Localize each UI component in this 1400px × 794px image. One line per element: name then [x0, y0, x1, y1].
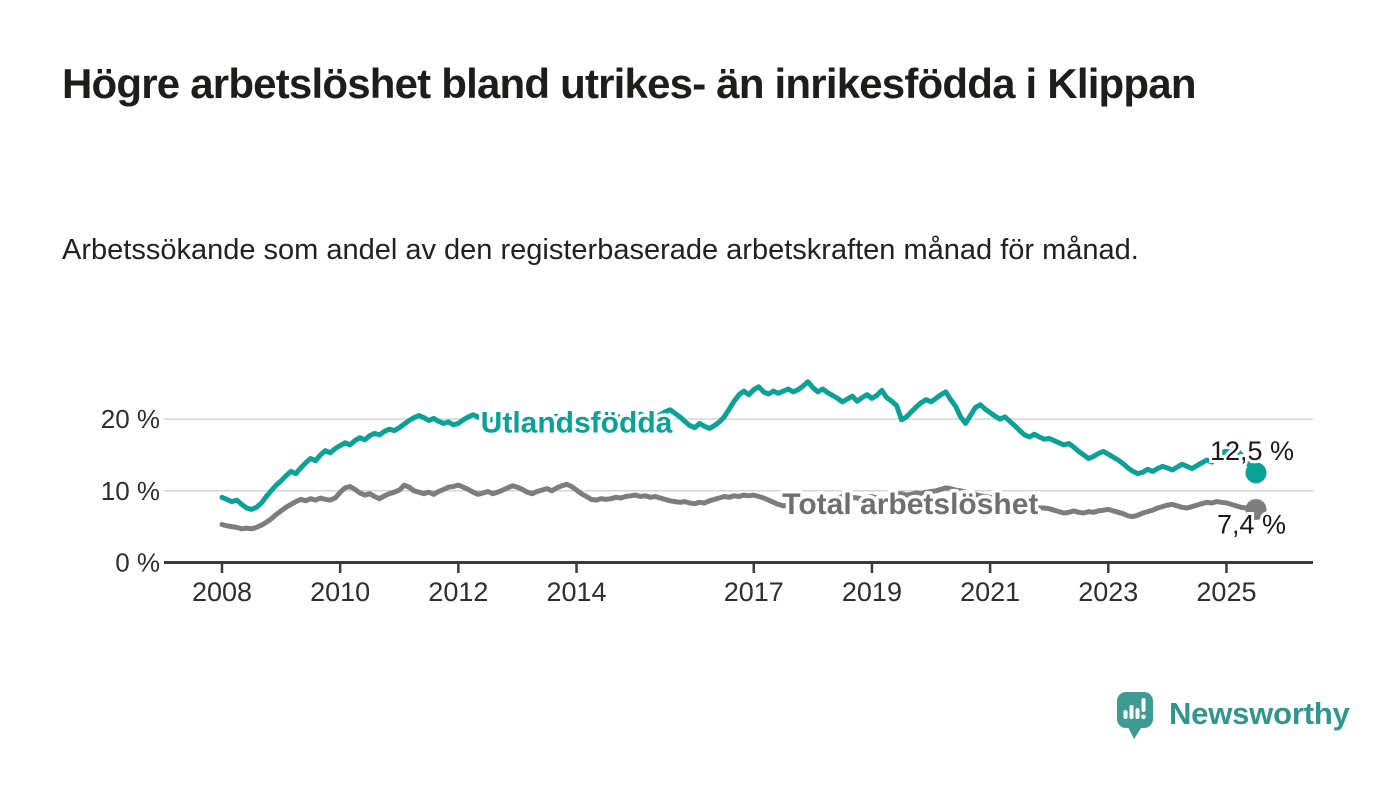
brand-name: Newsworthy [1169, 696, 1350, 731]
x-tick-label-2023: 2023 [1078, 577, 1138, 607]
end-dot-utlandsfodda [1245, 462, 1267, 484]
x-tick-label-2012: 2012 [428, 577, 488, 607]
newsworthy-speech-bubble-bars-icon [1117, 692, 1153, 739]
x-tick-label-2008: 2008 [192, 577, 252, 607]
series-label-utlandsfodda: Utlandsfödda [481, 406, 673, 439]
y-tick-label-10: 10 % [101, 476, 160, 506]
x-tick-label-2010: 2010 [310, 577, 370, 607]
chart-subtitle: Arbetssökande som andel av den registerb… [62, 234, 1139, 266]
series-line-utlandsfodda [219, 379, 1259, 512]
series-line-total [219, 481, 1259, 532]
x-tick-label-2021: 2021 [960, 577, 1020, 607]
y-tick-label-20: 20 % [101, 404, 160, 434]
page-title: Högre arbetslöshet bland utrikes- än inr… [62, 60, 1196, 107]
series-label-total: Total arbetslöshet [782, 488, 1038, 521]
end-dot-total [1245, 498, 1267, 520]
end-value-label-total: 7,4 % [1217, 509, 1286, 539]
newsworthy-logo: Newsworthy [1116, 691, 1350, 743]
x-tick-label-2017: 2017 [724, 577, 784, 607]
x-tick-label-2014: 2014 [546, 577, 606, 607]
y-tick-label-0: 0 % [115, 548, 160, 578]
end-value-label-utlandsfodda: 12,5 % [1210, 436, 1294, 466]
x-tick-label-2019: 2019 [842, 577, 902, 607]
x-tick-label-2025: 2025 [1196, 577, 1256, 607]
